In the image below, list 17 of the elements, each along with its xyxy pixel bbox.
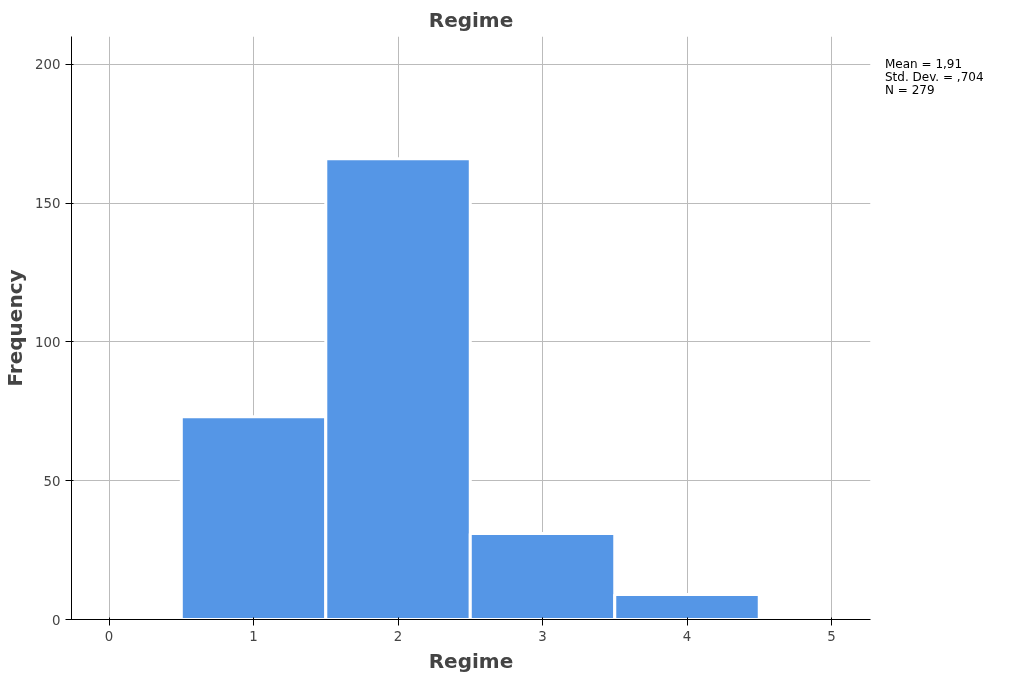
- x-tick-label: 5: [827, 628, 836, 644]
- text: Std. Dev. = ,704: [885, 70, 984, 84]
- x-axis-title: Regime: [428, 648, 514, 673]
- x-tick-label: 3: [538, 628, 547, 644]
- y-tick-label: 200: [35, 57, 61, 73]
- text: Mean = 1,91: [885, 57, 963, 71]
- y-axis-title: Frequency: [3, 269, 28, 387]
- chart-title: Regime: [428, 7, 514, 32]
- x-tick-label: 2: [393, 628, 403, 644]
- x-tick-label: 0: [104, 628, 114, 644]
- x-tick-label: 4: [682, 628, 692, 644]
- text: N = 279: [885, 83, 935, 97]
- y-tick-label: 50: [43, 473, 61, 489]
- x-tick-label: 1: [249, 628, 258, 644]
- y-tick-label: 100: [35, 334, 61, 350]
- y-tick-label: 150: [35, 196, 61, 212]
- y-tick-label: 0: [52, 612, 61, 628]
